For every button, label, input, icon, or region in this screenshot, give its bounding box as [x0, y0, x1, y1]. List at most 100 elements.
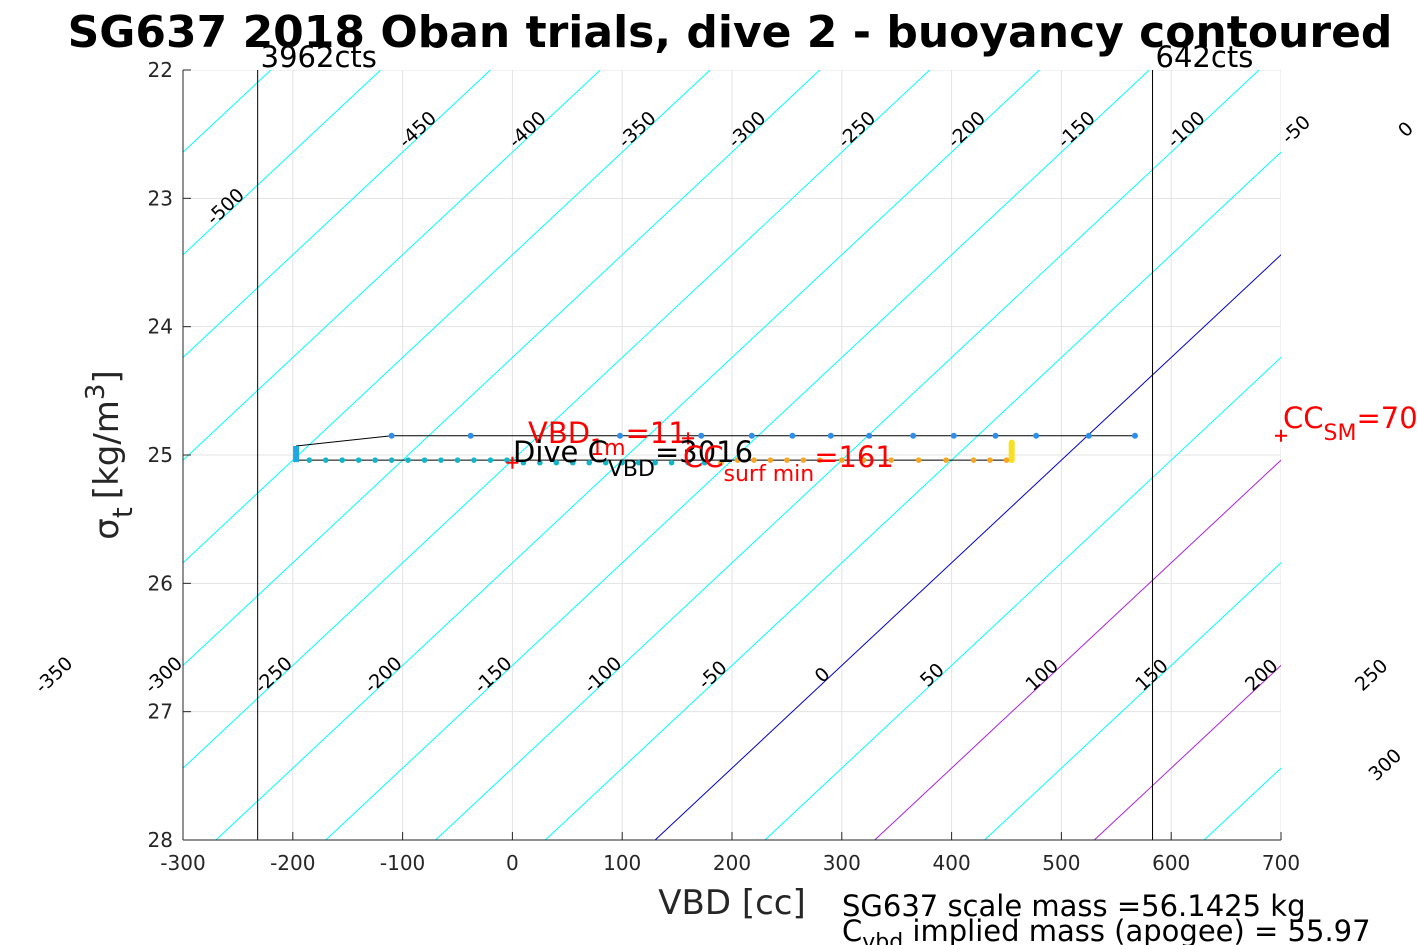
contour-label-bottom: 300: [1365, 745, 1407, 786]
descent-point: [888, 457, 895, 463]
contour-line: [874, 459, 1281, 840]
y-tick-label: 22: [148, 58, 173, 82]
x-tick-label: 600: [1152, 851, 1190, 875]
contour-label-top: -50: [1277, 111, 1315, 148]
x-tick-label: -200: [270, 851, 315, 875]
y-axis-label: σt [kg/m3]: [81, 370, 139, 539]
descent-point: [800, 457, 807, 463]
descent-point: [652, 459, 658, 466]
y-axis-exp: 3: [81, 384, 111, 401]
ascent-point: [698, 432, 705, 439]
y-tick-label: 25: [148, 443, 173, 467]
descent-point: [537, 459, 543, 466]
x-tick-label: 200: [713, 851, 751, 875]
descent-point: [751, 457, 757, 463]
x-tick-label: 700: [1262, 851, 1300, 875]
contour-line: [183, 70, 821, 667]
descent-point: [1003, 457, 1010, 463]
ascent-point: [467, 432, 474, 439]
vbd-1m-label: VBD1m=11: [528, 416, 687, 461]
descent-point: [520, 459, 527, 466]
descent-point: [668, 459, 675, 466]
count-line-label: 3962cts: [261, 40, 377, 74]
contour-line: [325, 70, 1150, 840]
y-axis-sigma: σ: [87, 518, 127, 540]
descent-point: [635, 459, 642, 466]
ascent-point: [866, 432, 873, 439]
ascent-point: [1131, 432, 1138, 439]
descent-point: [784, 457, 790, 463]
descent-point: [306, 457, 313, 463]
y-ticks: 22 23 24 25 26 27 28: [148, 58, 191, 852]
x-tick-label: 400: [933, 851, 971, 875]
y-tick-label: 27: [148, 700, 173, 724]
ascent-point: [992, 432, 999, 439]
descent-point: [438, 457, 444, 463]
contour-line: [183, 70, 381, 256]
ascent-point: [748, 432, 755, 439]
descent-point: [586, 459, 593, 466]
chart-title: SG637 2018 Oban trials, dive 2 - buoyanc…: [68, 7, 1393, 58]
grid-lines: [183, 70, 1281, 840]
count-line-label: 642cts: [1156, 40, 1254, 74]
ascent-point: [789, 432, 796, 439]
y-tick-label: 24: [148, 315, 173, 339]
scale-mass-text: SG637 scale mass =56.1425 kg: [842, 889, 1306, 923]
x-ticks: -300 -200 -100 0 100 200 300 400 500 600 700: [160, 832, 1300, 875]
contour-label-bottom: 250: [1351, 655, 1393, 696]
start-cluster: [293, 446, 300, 463]
descent-point: [943, 457, 949, 463]
descent-point: [767, 457, 774, 463]
contour-label-top: 0: [1394, 118, 1417, 142]
contour-line: [215, 70, 1040, 840]
ascent-point: [1085, 432, 1092, 439]
ascent-point: [950, 432, 957, 439]
descent-point: [355, 457, 362, 463]
ascent-point: [910, 432, 917, 439]
dive-cvbd-label: Dive CVBD=3016: [513, 435, 753, 482]
descent-point: [471, 457, 477, 463]
contour-line: [183, 70, 930, 769]
descent-point: [701, 459, 708, 466]
contour-line: [654, 254, 1281, 840]
cc-sm-label: CCSM=70: [1283, 401, 1417, 446]
x-tick-label: -300: [160, 851, 205, 875]
ascent-point: [617, 432, 624, 439]
contour-line: [1314, 70, 1417, 840]
descent-point: [970, 457, 977, 463]
cc-surf-min-label: CCsurf min=161: [683, 440, 894, 487]
end-cluster: [1008, 439, 1015, 464]
contour-line: [435, 70, 1260, 840]
contour-line: [183, 70, 491, 359]
ascent-point: [1033, 432, 1040, 439]
descent-point: [718, 459, 724, 466]
x-tick-label: 0: [506, 851, 519, 875]
descent-point: [915, 457, 922, 463]
y-axis-sub: t: [106, 507, 139, 518]
y-tick-label: 23: [148, 186, 173, 210]
y-tick-label: 26: [148, 571, 173, 595]
x-axis-label: VBD [cc]: [658, 883, 806, 923]
descent-point: [322, 457, 329, 463]
contour-label-bottom: -350: [31, 652, 78, 698]
ascent-point: [827, 432, 834, 439]
dive-trajectory: [293, 432, 1138, 466]
descent-point: [734, 457, 741, 463]
count-limit-lines: 3962cts 642cts: [257, 40, 1254, 840]
contour-line: [0, 70, 51, 840]
contour-line: [544, 151, 1281, 840]
descent-point: [405, 457, 411, 463]
descent-point: [504, 457, 510, 463]
descent-point: [372, 457, 378, 463]
descent-point: [339, 457, 346, 463]
descent-point: [817, 457, 823, 463]
contour-line: [1093, 664, 1281, 840]
contour-line: [764, 356, 1281, 840]
descent-point: [487, 457, 494, 463]
descent-point: [421, 457, 428, 463]
x-tick-label: 300: [823, 851, 861, 875]
descent-point: [569, 459, 576, 466]
descent-point: [619, 459, 625, 466]
descent-point: [987, 457, 993, 463]
contour-line: [984, 562, 1281, 840]
